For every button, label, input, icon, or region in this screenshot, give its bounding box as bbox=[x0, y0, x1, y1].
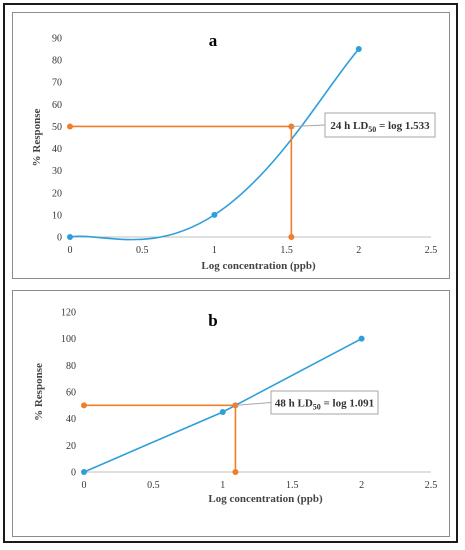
chart-b-svg: 0 20 40 60 80 100 120 0 0.5 1 1.5 2 2.5 Log concentra… bbox=[33, 308, 438, 506]
callout-box bbox=[270, 390, 379, 415]
callout-text: 48 h LD50 = log 1.091 bbox=[275, 398, 374, 412]
y-tick-label-3: 30 bbox=[52, 166, 62, 177]
y-tick-label-6: 120 bbox=[61, 308, 76, 319]
panel-label: a bbox=[209, 31, 218, 50]
data-point-1 bbox=[211, 211, 218, 218]
data-point-2 bbox=[355, 46, 362, 53]
y-tick-label-6: 60 bbox=[52, 100, 62, 111]
x-tick-label-1: 0.5 bbox=[147, 480, 160, 491]
x-tick-label-2: 1 bbox=[220, 480, 225, 491]
y-tick-label-1: 10 bbox=[52, 210, 62, 221]
reference-point-2 bbox=[232, 469, 239, 475]
x-tick-label-3: 1.5 bbox=[286, 480, 299, 491]
x-tick-label-5: 2.5 bbox=[425, 480, 438, 491]
data-point-1 bbox=[219, 409, 226, 415]
x-tick-label-3: 1.5 bbox=[280, 245, 293, 256]
data-point-0 bbox=[67, 234, 73, 240]
reference-point-2 bbox=[288, 234, 295, 240]
reference-line bbox=[70, 125, 293, 237]
y-tick-label-4: 80 bbox=[66, 361, 76, 372]
x-tick-label-2: 1 bbox=[212, 245, 217, 256]
y-axis-title: % Response bbox=[31, 109, 43, 167]
chart-panel-b: 0 20 40 60 80 100 120 0 0.5 1 1.5 2 2.5 Log concentra… bbox=[12, 290, 450, 537]
figure-frame bbox=[3, 3, 458, 543]
data-point-0 bbox=[81, 469, 87, 475]
y-tick-label-7: 70 bbox=[52, 78, 62, 89]
y-tick-label-8: 80 bbox=[52, 56, 62, 67]
chart-panel-a: 0 10 20 30 40 50 60 70 80 90 0 0.5 1 1.5 2 2.5 Log conce… bbox=[12, 12, 450, 279]
response-curve bbox=[69, 48, 360, 241]
y-tick-label-5: 50 bbox=[52, 122, 62, 133]
reference-point-0 bbox=[81, 402, 87, 409]
x-tick-label-4: 2 bbox=[356, 245, 361, 256]
y-tick-label-9: 90 bbox=[52, 34, 62, 45]
y-tick-label-1: 20 bbox=[66, 441, 76, 452]
callout-text: 24 h LD50 = log 1.533 bbox=[330, 120, 430, 134]
y-tick-label-0: 0 bbox=[71, 468, 76, 479]
y-tick-label-2: 40 bbox=[66, 414, 76, 425]
panel-label: b bbox=[208, 311, 217, 330]
data-point-2 bbox=[358, 335, 365, 342]
x-tick-label-1: 0.5 bbox=[136, 245, 149, 256]
x-tick-label-0: 0 bbox=[82, 480, 87, 491]
reference-point-0 bbox=[67, 123, 73, 130]
callout-leader bbox=[291, 124, 326, 127]
callout-box bbox=[324, 112, 436, 138]
y-axis-title: % Response bbox=[33, 363, 45, 421]
x-tick-label-5: 2.5 bbox=[425, 245, 438, 256]
x-tick-label-0: 0 bbox=[68, 245, 73, 256]
y-tick-label-3: 60 bbox=[66, 388, 76, 399]
y-tick-label-4: 40 bbox=[52, 144, 62, 155]
y-tick-label-5: 100 bbox=[61, 334, 76, 345]
reference-point-1 bbox=[232, 402, 239, 409]
x-tick-label-4: 2 bbox=[359, 480, 364, 491]
y-tick-label-2: 20 bbox=[52, 188, 62, 199]
chart-a-svg: 0 10 20 30 40 50 60 70 80 90 0 0.5 1 1.5 2 2.5 Log conce… bbox=[31, 31, 438, 272]
y-tick-label-0: 0 bbox=[57, 233, 62, 244]
x-axis-title: Log concentration (ppb) bbox=[201, 260, 316, 272]
x-axis-title: Log concentration (ppb) bbox=[208, 493, 323, 505]
callout-leader bbox=[235, 402, 272, 406]
